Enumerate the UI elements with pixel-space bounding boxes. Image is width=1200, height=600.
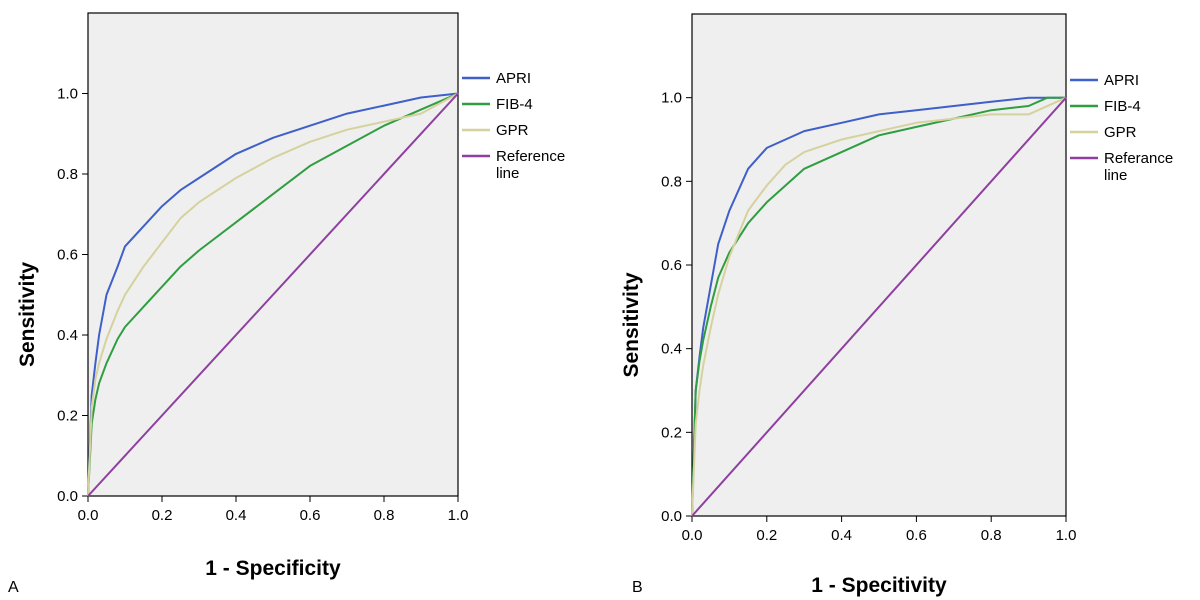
y-tick-label: 0.0 xyxy=(57,488,78,505)
y-tick-label: 0.4 xyxy=(661,341,682,358)
y-axis-title: Sensitivity xyxy=(16,262,39,367)
y-tick-label: 0.6 xyxy=(57,247,78,264)
chart-panel-a: 0.0 0.2 0.4 0.6 0.8 1.0 0.0 0.2 0.4 0.6 0.8 1.0 APRI… xyxy=(8,12,565,596)
x-tick-label: 0.4 xyxy=(226,507,247,524)
series-line-gpr xyxy=(691,96,1067,517)
legend-label: FIB-4 xyxy=(496,96,533,113)
legend-label: Reference line xyxy=(496,148,565,182)
plot-area xyxy=(691,13,1067,517)
legend: APRI FIB-4 GPR Referance line xyxy=(1070,72,1173,184)
x-tick-label: 0.0 xyxy=(682,527,703,544)
x-tick-label: 0.6 xyxy=(906,527,927,544)
y-tick-label: 0.2 xyxy=(57,408,78,425)
legend-label: GPR xyxy=(496,122,529,139)
y-tick-label: 0.8 xyxy=(57,166,78,183)
x-tick-label: 0.6 xyxy=(300,507,321,524)
series-line-fib-4 xyxy=(691,96,1066,517)
y-axis-title: Sensitivity xyxy=(620,272,643,377)
x-tick-label: 0.4 xyxy=(831,527,852,544)
x-tick-label: 0.2 xyxy=(756,527,777,544)
x-tick-label: 1.0 xyxy=(448,507,469,524)
x-tick-label: 0.8 xyxy=(981,527,1002,544)
series-line-reference-line xyxy=(87,92,459,497)
series-line-apri xyxy=(87,92,459,497)
series-line-fib-4 xyxy=(87,92,459,497)
plot-area xyxy=(87,12,459,497)
x-tick-label: 0.8 xyxy=(374,507,395,524)
y-tick-label: 0.2 xyxy=(661,424,682,441)
panel-label: A xyxy=(8,579,19,596)
x-axis-title: 1 - Specitivity xyxy=(811,574,947,597)
legend-label: FIB-4 xyxy=(1104,98,1141,115)
series-line-apri xyxy=(691,96,1066,517)
series-line-referance-line xyxy=(691,97,1067,517)
y-tick-label: 0.6 xyxy=(661,257,682,274)
legend: APRI FIB-4 GPR Reference line xyxy=(462,70,565,182)
series-line-gpr xyxy=(87,92,459,497)
legend-label: Referance line xyxy=(1104,150,1173,184)
x-tick-label: 1.0 xyxy=(1056,527,1077,544)
y-tick-label: 1.0 xyxy=(57,86,78,103)
legend-label: APRI xyxy=(496,70,531,87)
x-axis-title: 1 - Specificity xyxy=(205,557,341,580)
x-tick-label: 0.0 xyxy=(78,507,99,524)
y-tick-label: 0.8 xyxy=(661,173,682,190)
legend-label: GPR xyxy=(1104,124,1137,141)
legend-label: APRI xyxy=(1104,72,1139,89)
chart-panel-b: 0.0 0.2 0.4 0.6 0.8 1.0 0.0 0.2 0.4 0.6 0.8 1.0 APRI… xyxy=(620,13,1173,597)
y-tick-label: 1.0 xyxy=(661,90,682,107)
y-tick-label: 0.4 xyxy=(57,327,78,344)
panel-label: B xyxy=(632,579,643,596)
x-tick-label: 0.2 xyxy=(152,507,173,524)
y-tick-label: 0.0 xyxy=(661,508,682,525)
